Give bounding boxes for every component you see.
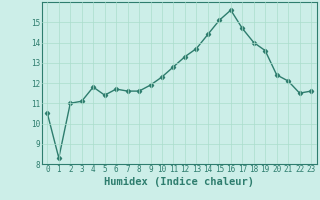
X-axis label: Humidex (Indice chaleur): Humidex (Indice chaleur) xyxy=(104,177,254,187)
